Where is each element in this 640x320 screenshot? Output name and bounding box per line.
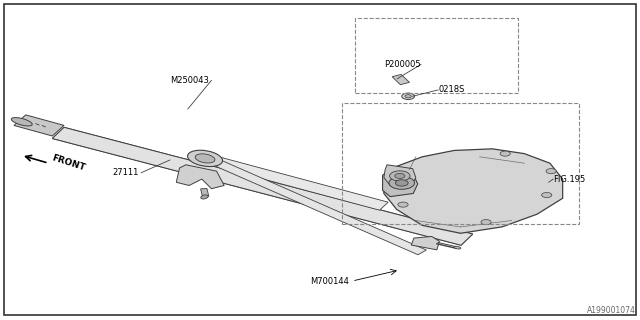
Circle shape [402, 93, 415, 100]
Bar [355, 18, 518, 93]
Polygon shape [384, 165, 416, 186]
Polygon shape [52, 127, 473, 245]
Ellipse shape [188, 150, 223, 167]
Bar [342, 103, 579, 224]
Circle shape [390, 171, 410, 181]
Ellipse shape [12, 117, 32, 126]
Polygon shape [384, 149, 563, 233]
Ellipse shape [454, 246, 461, 249]
Circle shape [405, 95, 412, 98]
Text: P200005: P200005 [384, 60, 420, 69]
Polygon shape [52, 127, 473, 245]
Text: 0218S: 0218S [438, 85, 465, 94]
Circle shape [396, 180, 408, 186]
Circle shape [398, 202, 408, 207]
Circle shape [541, 193, 552, 197]
Text: FRONT: FRONT [51, 153, 86, 172]
Polygon shape [14, 115, 64, 136]
Polygon shape [207, 156, 388, 210]
Text: M700144: M700144 [310, 276, 349, 285]
Circle shape [500, 151, 510, 156]
Text: A199001074: A199001074 [588, 306, 636, 315]
Polygon shape [200, 188, 209, 197]
Polygon shape [176, 165, 224, 189]
Polygon shape [412, 236, 440, 250]
Circle shape [546, 169, 556, 174]
Polygon shape [211, 159, 426, 255]
Ellipse shape [195, 154, 215, 163]
Circle shape [481, 220, 491, 225]
Text: M250043: M250043 [170, 76, 209, 85]
Ellipse shape [201, 195, 208, 199]
Circle shape [389, 177, 415, 189]
Polygon shape [392, 74, 410, 85]
Text: FIG.195: FIG.195 [553, 175, 586, 184]
Circle shape [395, 173, 405, 179]
Text: 27111: 27111 [113, 168, 139, 177]
Polygon shape [383, 170, 418, 197]
